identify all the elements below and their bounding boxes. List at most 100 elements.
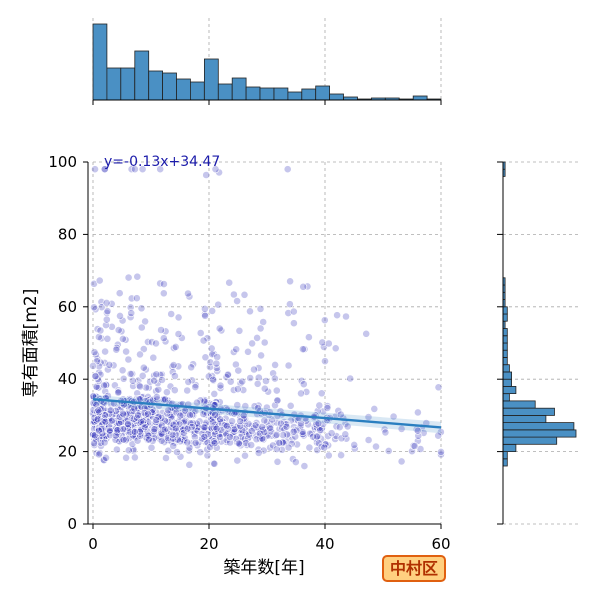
scatter-point <box>199 336 208 345</box>
scatter-point <box>247 427 256 435</box>
scatter-point <box>260 338 269 347</box>
scatter-point <box>226 377 235 386</box>
scatter-point <box>91 372 100 380</box>
right-histogram-panel <box>497 161 578 525</box>
scatter-point <box>254 448 263 457</box>
scatter-point <box>139 417 148 425</box>
scatter-point <box>213 353 222 361</box>
scatter-point <box>105 426 114 435</box>
scatter-point <box>252 435 261 444</box>
scatter-point <box>183 386 192 395</box>
scatter-point <box>132 294 141 303</box>
scatter-point <box>437 447 445 456</box>
scatter-point <box>156 165 165 174</box>
scatter-point <box>309 432 317 441</box>
scatter-point <box>116 311 124 320</box>
scatter-point <box>314 419 323 428</box>
scatter-point <box>288 435 297 444</box>
scatter-point <box>297 389 305 398</box>
scatter-point <box>111 431 120 440</box>
scatter-point <box>169 361 178 369</box>
scatter-point <box>273 457 282 466</box>
scatter-point <box>143 337 152 346</box>
right-histogram-bar <box>502 378 513 387</box>
x-tick-label: 40 <box>315 535 334 553</box>
scatter-point <box>333 311 341 320</box>
scatter-point <box>173 448 181 456</box>
top-histogram-bar <box>120 67 136 101</box>
scatter-point <box>101 417 110 426</box>
scatter-point <box>94 406 103 415</box>
scatter-point <box>144 435 153 444</box>
scatter-point <box>127 309 136 317</box>
right-histogram-bar <box>502 407 555 416</box>
scatter-point <box>271 360 279 369</box>
right-histogram-bar <box>502 349 508 358</box>
scatter-point <box>115 289 124 298</box>
scatter-point <box>284 361 293 370</box>
scatter-point <box>171 424 180 433</box>
scatter-point <box>241 402 250 410</box>
scatter-point <box>101 347 109 356</box>
y-tick-label: 100 <box>48 153 77 171</box>
scatter-point <box>236 421 245 430</box>
scatter-point <box>289 319 298 328</box>
top-histogram-bar <box>301 88 317 101</box>
scatter-point <box>188 410 197 419</box>
scatter-point <box>137 304 146 313</box>
scatter-point <box>250 365 258 374</box>
scatter-point <box>159 280 168 288</box>
scatter-point <box>291 432 300 441</box>
scatter-point <box>113 340 122 349</box>
scatter-point <box>206 358 215 367</box>
scatter-point <box>188 419 197 427</box>
top-histogram-bar <box>231 77 247 101</box>
scatter-point <box>279 431 287 439</box>
right-histogram-bar <box>502 436 558 445</box>
scatter-point <box>346 374 355 383</box>
scatter-point <box>289 307 298 316</box>
scatter-point <box>213 367 222 375</box>
scatter-point <box>174 313 183 322</box>
scatter-point <box>95 450 103 459</box>
scatter-point <box>272 430 281 439</box>
scatter-point <box>209 375 217 384</box>
scatter-point <box>162 388 171 397</box>
y-tick-label: 20 <box>58 443 77 461</box>
scatter-point <box>323 402 332 410</box>
x-tick-label: 60 <box>431 535 450 553</box>
district-badge-label: 中村区 <box>390 559 438 578</box>
scatter-point <box>222 422 231 430</box>
scatter-point <box>100 438 109 447</box>
y-tick-label: 60 <box>58 298 77 316</box>
right-histogram-bar <box>502 443 517 452</box>
scatter-point <box>243 441 251 449</box>
scatter-point <box>100 381 108 390</box>
scatter-point <box>233 456 242 465</box>
scatter-point <box>291 458 300 466</box>
scatter-point <box>154 385 163 394</box>
scatter-point <box>299 282 308 291</box>
scatter-point <box>248 339 256 348</box>
scatter-point <box>235 326 244 335</box>
scatter-point <box>273 396 282 405</box>
scatter-point <box>119 374 128 383</box>
scatter-point <box>342 312 350 321</box>
scatter-point <box>105 360 114 369</box>
scatter-point <box>259 446 268 455</box>
scatter-point <box>104 365 112 374</box>
scatter-point <box>111 407 120 415</box>
scatter-point <box>108 322 116 331</box>
scatter-point <box>169 442 178 450</box>
scatter-point <box>123 424 132 432</box>
scatter-point <box>140 423 149 431</box>
scatter-point <box>134 411 142 420</box>
scatter-point <box>170 372 179 380</box>
scatter-point <box>324 339 333 348</box>
scatter-point <box>212 443 221 452</box>
top-histogram-bar <box>273 87 289 101</box>
top-histogram-bar <box>259 87 275 101</box>
regression-label: y=-0.13x+34.47 <box>104 154 220 170</box>
scatter-point <box>114 387 123 396</box>
scatter-point <box>317 389 326 398</box>
